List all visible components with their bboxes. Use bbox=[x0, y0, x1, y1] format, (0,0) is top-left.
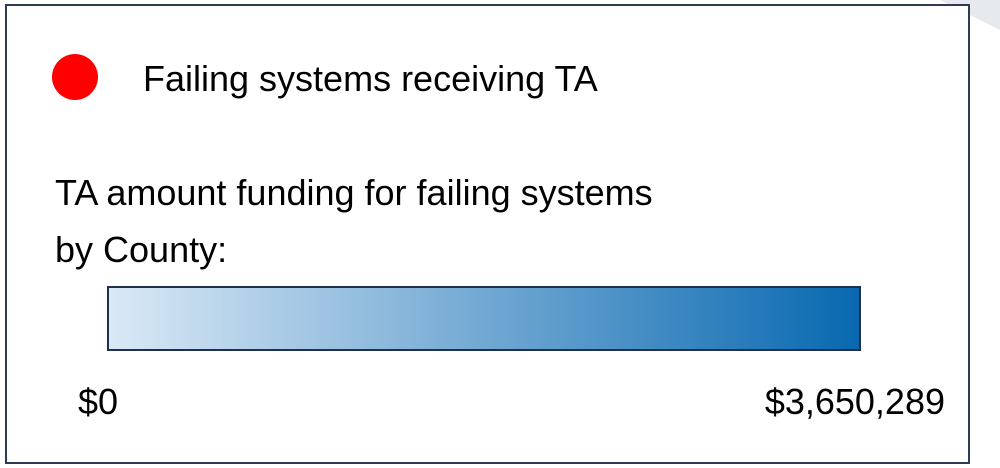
scale-title: by County: bbox=[55, 229, 227, 270]
point-symbol bbox=[52, 54, 98, 100]
color-ramp bbox=[107, 286, 861, 351]
scale-title: TA amount funding for failing systems bbox=[55, 172, 653, 213]
legend-border bbox=[5, 4, 970, 464]
scale-max-label: $3,650,289 bbox=[765, 381, 945, 422]
point-label: Failing systems receiving TA bbox=[143, 58, 598, 99]
scale-min-label: $0 bbox=[78, 381, 118, 422]
